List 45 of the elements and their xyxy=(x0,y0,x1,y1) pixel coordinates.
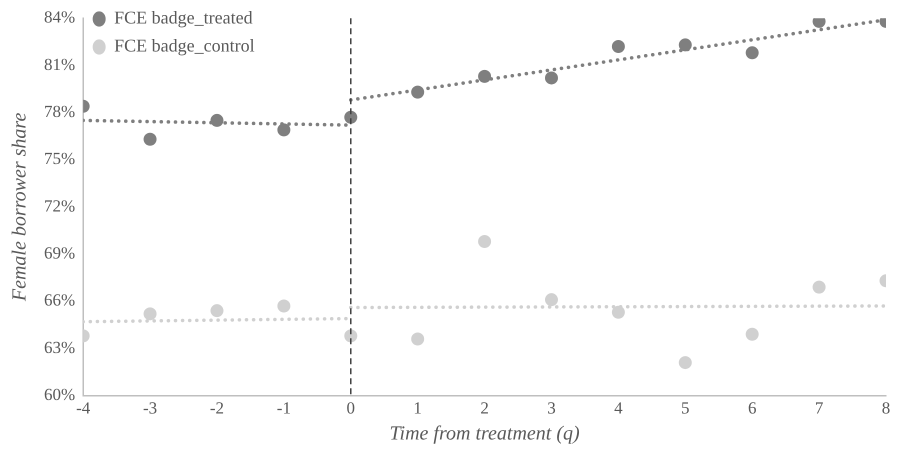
point xyxy=(612,306,625,319)
point xyxy=(144,307,157,320)
point xyxy=(210,304,224,318)
point xyxy=(544,71,558,84)
x-tick-label: -1 xyxy=(276,398,291,418)
point xyxy=(411,332,424,346)
point xyxy=(746,328,759,341)
x-tick-label: 2 xyxy=(480,398,489,418)
point xyxy=(277,123,290,136)
x-tick-label: -4 xyxy=(76,398,91,418)
legend-label: FCE badge_control xyxy=(114,36,255,56)
x-tick-label: 3 xyxy=(547,398,556,418)
point xyxy=(746,46,759,60)
y-tick-label: 75% xyxy=(44,149,76,168)
y-tick-label: 66% xyxy=(44,290,76,310)
x-tick-label: 1 xyxy=(413,398,422,418)
y-tick-label: 63% xyxy=(44,338,76,357)
x-tick-label: -2 xyxy=(210,398,224,418)
y-tick-label: 81% xyxy=(44,54,76,74)
point xyxy=(678,38,692,52)
legend-label: FCE badge_treated xyxy=(114,8,253,28)
x-tick-label: 6 xyxy=(748,398,756,418)
point xyxy=(544,293,558,306)
y-tick-label: 84% xyxy=(44,8,76,27)
x-tick-label: 5 xyxy=(681,398,690,418)
x-tick-label: 4 xyxy=(614,398,624,418)
y-tick-label: 78% xyxy=(44,102,76,122)
x-tick-label: -3 xyxy=(142,398,158,418)
x-axis-title: Time from treatment (q) xyxy=(389,422,580,444)
point xyxy=(210,114,224,127)
point xyxy=(478,70,492,83)
y-axis-title: Female borrower share xyxy=(8,112,30,302)
point xyxy=(812,280,826,294)
point xyxy=(478,234,492,248)
point xyxy=(411,86,424,99)
x-tick-label: 0 xyxy=(346,398,356,418)
point xyxy=(277,299,290,312)
y-tick-label: 60% xyxy=(44,385,76,404)
x-tick-label: 7 xyxy=(814,398,824,418)
point xyxy=(678,356,692,370)
point xyxy=(612,40,625,54)
y-tick-label: 72% xyxy=(44,196,76,216)
x-tick-label: 8 xyxy=(882,398,890,418)
point xyxy=(144,132,157,146)
y-tick-label: 69% xyxy=(44,244,76,263)
